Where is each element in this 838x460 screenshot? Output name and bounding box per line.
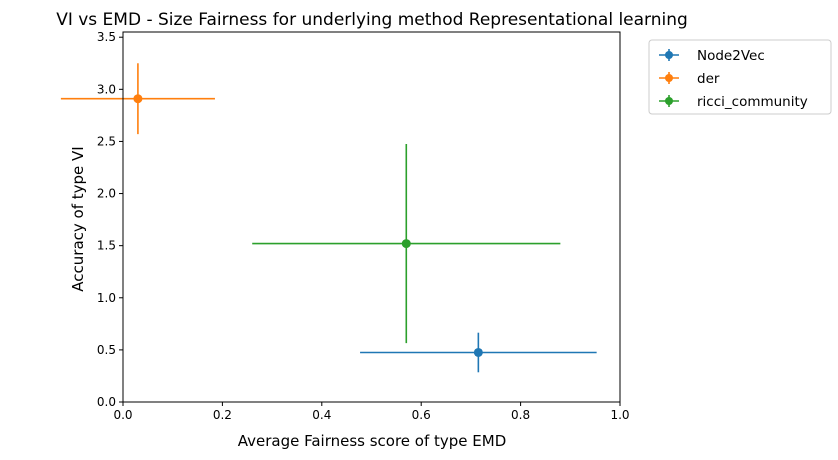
legend-item-Node2Vec: Node2Vec <box>659 48 765 64</box>
y-axis-ticks: 0.0 0.5 1.0 1.5 2.0 2.5 3.0 3.5 <box>97 30 123 409</box>
series-ricci_community <box>252 144 561 344</box>
x-tick-label: 0.0 <box>113 408 132 422</box>
y-tick-label: 1.5 <box>97 239 116 253</box>
y-tick-label: 3.0 <box>97 82 116 96</box>
legend: Node2Vec der ricci_community <box>648 39 832 115</box>
y-tick-label: 2.0 <box>97 187 116 201</box>
chart-title: VI vs EMD - Size Fairness for underlying… <box>56 10 688 30</box>
x-axis-ticks: 0.0 0.2 0.4 0.6 0.8 1.0 <box>113 402 630 422</box>
series-der <box>60 63 215 135</box>
plot-frame <box>122 31 621 403</box>
x-tick-label: 0.6 <box>412 408 431 422</box>
legend-label: ricci_community <box>697 94 808 110</box>
legend-marker <box>665 51 673 59</box>
y-tick-label: 1.0 <box>97 291 116 305</box>
data-point <box>401 239 411 249</box>
legend-label: Node2Vec <box>697 48 765 64</box>
plot-area <box>60 31 621 403</box>
data-point <box>473 347 483 357</box>
y-tick-label: 3.5 <box>97 30 116 44</box>
y-tick-label: 0.0 <box>97 395 116 409</box>
legend-marker <box>665 74 673 82</box>
y-tick-label: 2.5 <box>97 134 116 148</box>
x-tick-label: 1.0 <box>610 408 629 422</box>
x-tick-label: 0.8 <box>511 408 530 422</box>
data-point <box>133 94 143 104</box>
y-axis-label: Accuracy of type VI <box>69 146 87 291</box>
y-tick-label: 0.5 <box>97 343 116 357</box>
series-Node2Vec <box>360 332 597 373</box>
legend-marker <box>665 97 673 105</box>
legend-item-der: der <box>659 71 720 87</box>
legend-label: der <box>697 71 720 87</box>
x-tick-label: 0.2 <box>213 408 232 422</box>
x-axis-label: Average Fairness score of type EMD <box>238 432 507 450</box>
x-tick-label: 0.4 <box>312 408 331 422</box>
legend-item-ricci_community: ricci_community <box>659 94 808 110</box>
legend-box <box>648 39 832 115</box>
